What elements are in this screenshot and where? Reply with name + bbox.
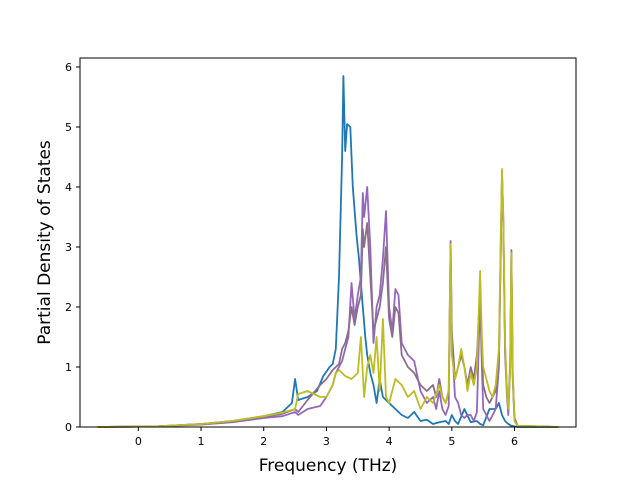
x-tick-label: 4 <box>386 435 393 448</box>
y-tick-label: 4 <box>65 181 72 194</box>
x-axis-label: Frequency (THz) <box>259 456 398 476</box>
x-tick-label: 1 <box>198 435 205 448</box>
y-tick-label: 3 <box>65 241 72 254</box>
x-tick-label: 5 <box>448 435 455 448</box>
axes-frame <box>79 57 577 428</box>
y-axis-label: Partial Density of States <box>35 140 55 345</box>
y-tick-label: 5 <box>65 121 72 134</box>
y-tick-label: 6 <box>65 61 72 74</box>
x-tick-label: 2 <box>260 435 267 448</box>
series-line-1 <box>97 75 559 428</box>
x-axis-ticks: 0 1 2 3 4 5 6 <box>135 427 518 448</box>
plot-lines <box>97 75 559 428</box>
y-tick-label: 1 <box>65 361 72 374</box>
y-tick-label: 0 <box>65 421 72 434</box>
x-tick-label: 6 <box>511 435 518 448</box>
x-tick-label: 0 <box>135 435 142 448</box>
y-axis-ticks: 0 1 2 3 4 5 6 <box>65 61 80 434</box>
series-line-4 <box>97 168 559 428</box>
y-tick-label: 2 <box>65 301 72 314</box>
x-tick-label: 3 <box>323 435 330 448</box>
